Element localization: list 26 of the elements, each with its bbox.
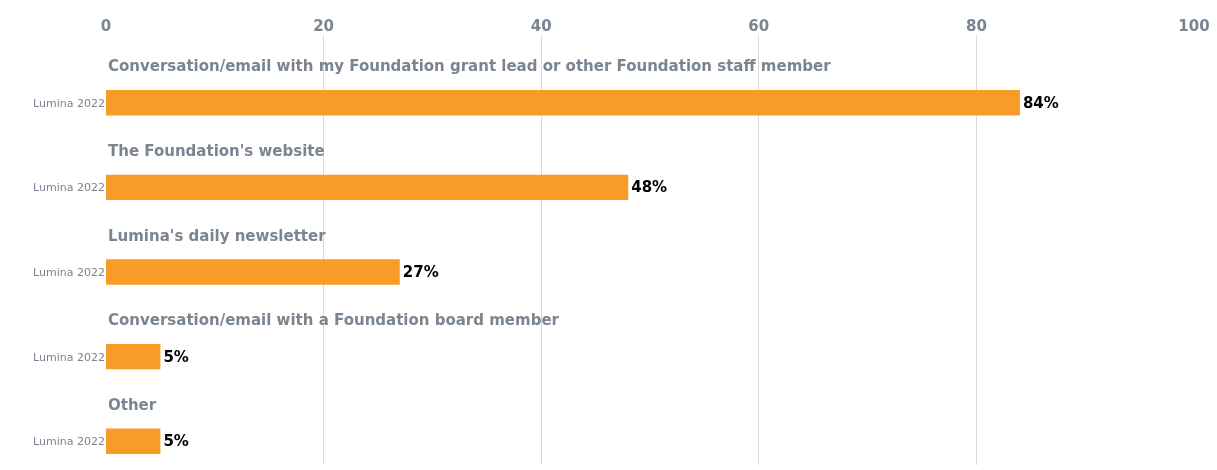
bar bbox=[106, 343, 161, 370]
data-label: 5% bbox=[163, 347, 189, 366]
bar bbox=[106, 428, 161, 454]
y-tick-label: Lumina's daily newsletter bbox=[108, 227, 327, 245]
y-tick-label: The Foundation's website bbox=[108, 142, 325, 160]
bar bbox=[106, 90, 1020, 116]
bar bbox=[106, 174, 629, 201]
text: Lumina 2022 bbox=[33, 435, 105, 449]
data-label: 84% bbox=[1022, 93, 1059, 112]
x-tick-label: 60 bbox=[748, 17, 770, 35]
x-tick-label: 0 bbox=[100, 17, 112, 35]
y-tick-label: Conversation/email with my Foundation grant lead or other Foundation staff member bbox=[108, 57, 832, 75]
series-label: Lumina 2022 bbox=[33, 96, 105, 110]
text: Lumina 2022 bbox=[33, 181, 105, 195]
data-label: 48% bbox=[631, 178, 668, 197]
x-tick-label: 80 bbox=[965, 17, 987, 35]
y-tick-label: Conversation/email with a Foundation board member bbox=[108, 311, 560, 329]
text: Lumina 2022 bbox=[33, 350, 105, 364]
x-tick-label: 40 bbox=[530, 17, 552, 35]
data-label: 27% bbox=[402, 263, 439, 282]
bar bbox=[106, 259, 400, 285]
x-tick-label: 100 bbox=[1178, 17, 1210, 35]
x-tick-label: 20 bbox=[313, 17, 335, 35]
y-tick-label: Other bbox=[108, 396, 157, 414]
data-label: 5% bbox=[163, 432, 189, 451]
text: Lumina 2022 bbox=[33, 265, 105, 279]
